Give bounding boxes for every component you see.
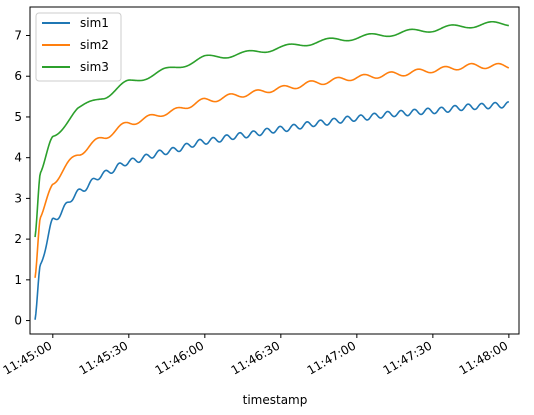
x-tick-label: 11:45:00 bbox=[1, 338, 55, 377]
x-tick-label: 11:46:00 bbox=[153, 338, 207, 377]
y-tick-label: 4 bbox=[14, 151, 22, 165]
x-tick-label: 11:45:30 bbox=[77, 338, 131, 377]
x-tick-label: 11:47:00 bbox=[305, 338, 359, 377]
series-line-sim2 bbox=[34, 62, 510, 278]
y-tick-label: 6 bbox=[14, 69, 22, 83]
y-tick-label: 5 bbox=[14, 110, 22, 124]
y-tick-label: 1 bbox=[14, 273, 22, 287]
series-line-sim1 bbox=[34, 101, 509, 320]
legend-box bbox=[35, 12, 122, 82]
legend: sim1 sim2 sim3 bbox=[35, 12, 122, 82]
y-tick-label: 0 bbox=[14, 314, 22, 328]
x-tick-label: 11:47:30 bbox=[381, 338, 435, 377]
y-tick-label: 7 bbox=[14, 29, 22, 43]
legend-label-sim3: sim3 bbox=[80, 60, 109, 74]
x-tick-label: 11:48:00 bbox=[457, 338, 511, 377]
legend-label-sim2: sim2 bbox=[80, 38, 109, 52]
legend-label-sim1: sim1 bbox=[80, 16, 109, 30]
y-tick-label: 2 bbox=[14, 232, 22, 246]
x-axis-title: timestamp bbox=[243, 393, 308, 407]
x-tick-label: 11:46:30 bbox=[229, 338, 283, 377]
series-line-sim3 bbox=[34, 20, 509, 238]
y-tick-label: 3 bbox=[14, 191, 22, 205]
